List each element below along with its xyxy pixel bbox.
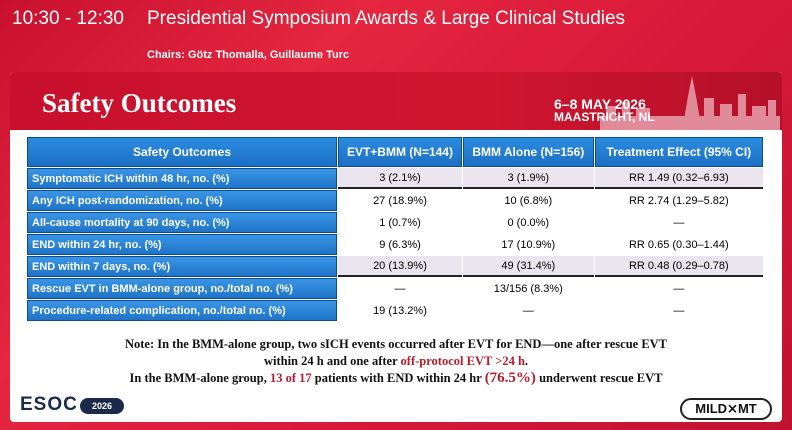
column-header: Treatment Effect (95% CI) xyxy=(594,137,763,167)
evt-value: — xyxy=(338,278,462,299)
table-row: Procedure-related complication, no./tota… xyxy=(27,300,763,321)
esoc-logo-year: 2026 xyxy=(80,398,124,414)
footnote-text: . xyxy=(524,354,529,368)
footnote-highlight: (76.5%) xyxy=(484,370,536,386)
row-label: All-cause mortality at 90 days, no. (%) xyxy=(27,212,337,233)
table-row: Rescue EVT in BMM-alone group, no./total… xyxy=(27,278,763,299)
row-label: END within 7 days, no. (%) xyxy=(27,256,337,277)
table-row: END within 24 hr, no. (%) 9 (6.3%) 17 (1… xyxy=(27,234,763,255)
bmm-value: 0 (0.0%) xyxy=(462,212,594,233)
footnote-line-2: within 24 h and one after off-protocol E… xyxy=(10,353,782,370)
column-header: BMM Alone (N=156) xyxy=(462,137,594,167)
column-header-text: EVT+BMM (N=144) xyxy=(346,145,453,159)
city-skyline-icon xyxy=(600,76,780,130)
esoc-logo-text: ESOC xyxy=(20,394,78,415)
column-header-text: Treatment Effect (95% CI) xyxy=(606,145,752,159)
effect-value: RR 1.49 (0.32–6.93) xyxy=(594,168,763,189)
evt-value: 19 (13.2%) xyxy=(338,300,462,321)
row-label: Procedure-related complication, no./tota… xyxy=(27,300,337,321)
mild-mt-logo: MILD⨯MT xyxy=(680,398,772,420)
footnote-text: within 24 h and one after xyxy=(263,354,401,368)
effect-value: RR 0.65 (0.30–1.44) xyxy=(594,234,763,255)
evt-value: 27 (18.9%) xyxy=(338,190,462,211)
slide-banner: Safety Outcomes 6–8 MAY 2026 MAASTRICHT,… xyxy=(10,72,782,130)
session-chairs: Chairs: Götz Thomalla, Guillaume Turc xyxy=(147,49,350,61)
effect-value: RR 0.48 (0.29–0.78) xyxy=(594,256,763,277)
slide-title: Safety Outcomes xyxy=(42,88,237,118)
safety-outcomes-table: Safety Outcomes EVT+BMM (N=144) BMM Alon… xyxy=(26,136,764,322)
effect-value: — xyxy=(594,212,763,233)
effect-value: — xyxy=(594,300,763,321)
footnote: Note: In the BMM-alone group, two sICH e… xyxy=(10,336,782,370)
table-row: Any ICH post-randomization, no. (%) 27 (… xyxy=(27,190,763,211)
session-title: Presidential Symposium Awards & Large Cl… xyxy=(147,8,626,29)
column-header: Safety Outcomes xyxy=(27,137,337,167)
column-header: EVT+BMM (N=144) xyxy=(338,137,462,167)
bmm-value: 13/156 (8.3%) xyxy=(462,278,594,299)
evt-value: 3 (2.1%) xyxy=(338,168,462,189)
evt-value: 1 (0.7%) xyxy=(338,212,462,233)
row-label: Symptomatic ICH within 48 hr, no. (%) xyxy=(27,168,337,189)
footnote-line-3: In the BMM-alone group, 13 of 17 patient… xyxy=(10,370,782,387)
footnote-text: In the BMM-alone group, xyxy=(129,371,270,385)
row-label: Any ICH post-randomization, no. (%) xyxy=(27,190,337,211)
row-label: END within 24 hr, no. (%) xyxy=(27,234,337,255)
table-row: Symptomatic ICH within 48 hr, no. (%) 3 … xyxy=(27,168,763,189)
table-row: All-cause mortality at 90 days, no. (%) … xyxy=(27,212,763,233)
bmm-value: 3 (1.9%) xyxy=(462,168,594,189)
footnote-highlight: 13 of 17 xyxy=(269,371,312,385)
effect-value: RR 2.74 (1.29–5.82) xyxy=(594,190,763,211)
evt-value: 9 (6.3%) xyxy=(338,234,462,255)
footnote-line-1: Note: In the BMM-alone group, two sICH e… xyxy=(124,337,668,351)
evt-value: 20 (13.9%) xyxy=(338,256,462,277)
bmm-value: 10 (6.8%) xyxy=(462,190,594,211)
footnote-highlight: off-protocol EVT >24 h xyxy=(400,354,525,368)
column-header-text: BMM Alone (N=156) xyxy=(472,145,585,159)
table-row: END within 7 days, no. (%) 20 (13.9%) 49… xyxy=(27,256,763,277)
effect-value: — xyxy=(594,278,763,299)
session-time: 10:30 - 12:30 xyxy=(12,8,124,29)
row-label: Rescue EVT in BMM-alone group, no./total… xyxy=(27,278,337,299)
table-header-row: Safety Outcomes EVT+BMM (N=144) BMM Alon… xyxy=(27,137,763,167)
bmm-value: — xyxy=(462,300,594,321)
event-date: 6–8 MAY 2026 xyxy=(554,96,646,112)
event-city: MAASTRICHT, NL xyxy=(554,110,655,124)
footnote-text: underwent rescue EVT xyxy=(535,371,663,385)
footnote-text: patients with END within 24 hr xyxy=(311,371,485,385)
bmm-value: 49 (31.4%) xyxy=(462,256,594,277)
bmm-value: 17 (10.9%) xyxy=(462,234,594,255)
presentation-slide: Safety Outcomes 6–8 MAY 2026 MAASTRICHT,… xyxy=(10,72,782,422)
